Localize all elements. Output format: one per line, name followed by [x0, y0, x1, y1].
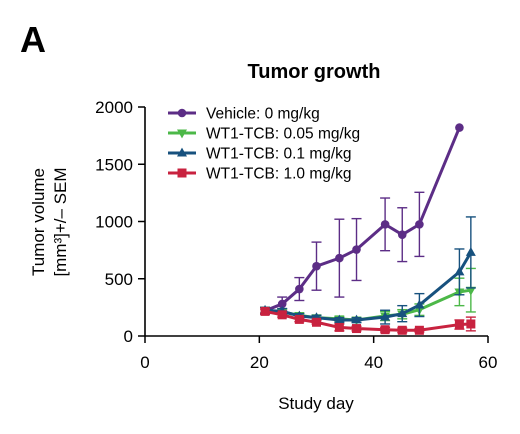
data-point: [397, 308, 408, 318]
legend-item: WT1-TCB: 0.1 mg/kg: [168, 146, 352, 163]
series-4: [260, 306, 476, 335]
data-point: [312, 261, 321, 271]
data-point: [454, 266, 465, 276]
x-axis-ticks: 0 20 40 60: [140, 336, 497, 372]
y-axis-label-line1: Tumor volume: [29, 168, 48, 276]
data-point: [260, 306, 270, 316]
y-axis-ticks: 0 500 1000 1500 2000: [95, 98, 145, 346]
legend: Vehicle: 0 mg/kg WT1-TCB: 0.05 mg/kg WT1-T…: [168, 106, 360, 183]
y-tick-label: 1500: [95, 155, 133, 174]
x-axis-label: Study day: [278, 394, 354, 413]
data-point: [277, 299, 287, 309]
legend-label: WT1-TCB: 1.0 mg/kg: [206, 166, 352, 183]
data-point: [277, 310, 287, 320]
legend-marker: [177, 168, 187, 178]
y-tick-label: 1000: [95, 213, 133, 232]
data-point: [312, 317, 321, 327]
data-point: [397, 325, 407, 335]
legend-marker: [177, 129, 187, 139]
data-point: [352, 245, 361, 254]
data-point: [466, 319, 476, 329]
legend-label: WT1-TCB: 0.05 mg/kg: [206, 126, 360, 143]
legend-label: WT1-TCB: 0.1 mg/kg: [206, 146, 352, 163]
panel-label: A: [20, 19, 46, 60]
data-point: [334, 322, 344, 332]
data-point: [294, 314, 304, 324]
legend-item: WT1-TCB: 1.0 mg/kg: [168, 166, 352, 183]
y-tick-label: 500: [105, 270, 133, 289]
y-tick-label: 2000: [95, 98, 133, 117]
y-tick-label: 0: [124, 327, 133, 346]
legend-marker: [177, 147, 187, 157]
x-tick-label: 20: [250, 353, 269, 372]
y-axis-label: Tumor volume [mm³]+/– SEM: [29, 167, 70, 276]
data-point: [335, 253, 344, 263]
data-point: [380, 311, 391, 321]
data-point: [465, 286, 476, 296]
series-3: [260, 216, 476, 325]
data-point: [295, 284, 304, 294]
data-point: [454, 320, 464, 330]
data-point: [380, 325, 390, 335]
legend-item: Vehicle: 0 mg/kg: [168, 106, 320, 123]
data-point: [465, 247, 476, 256]
x-tick-label: 40: [364, 353, 383, 372]
chart-title: Tumor growth: [248, 61, 381, 83]
x-tick-label: 0: [140, 353, 149, 372]
data-point: [397, 230, 407, 239]
legend-label: Vehicle: 0 mg/kg: [206, 106, 320, 123]
data-point: [351, 314, 362, 324]
data-point: [414, 325, 424, 335]
x-tick-label: 60: [479, 353, 498, 372]
data-point: [334, 314, 345, 324]
plot-series: [260, 123, 476, 335]
data-point: [455, 123, 464, 132]
series-line: [264, 127, 461, 313]
legend-item: WT1-TCB: 0.05 mg/kg: [168, 126, 360, 143]
data-point: [352, 324, 362, 334]
y-axis-label-line2: [mm³]+/– SEM: [51, 167, 70, 276]
data-point: [415, 220, 424, 229]
legend-marker: [177, 108, 187, 118]
series-line: [264, 251, 473, 322]
data-point: [414, 299, 425, 309]
data-point: [380, 220, 390, 229]
